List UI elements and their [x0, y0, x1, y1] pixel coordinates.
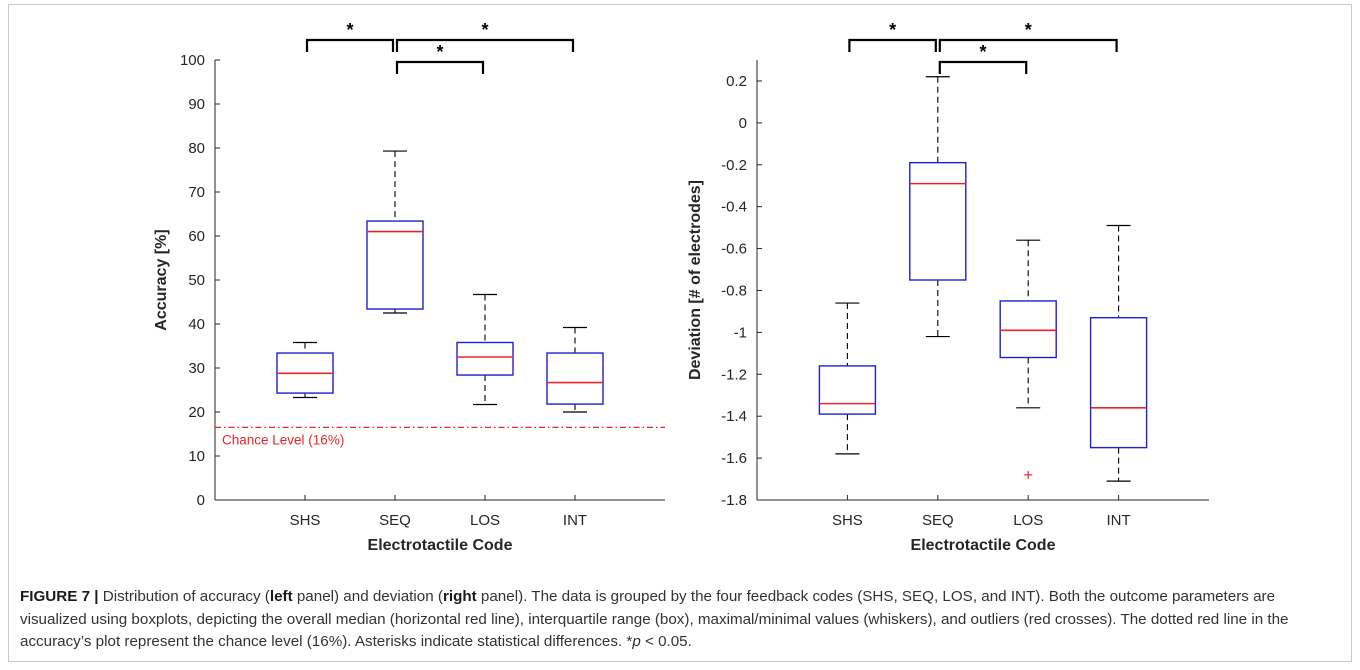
significance-bracket: * — [938, 20, 1118, 52]
iqr-box — [818, 365, 877, 415]
x-tick-label: SEQ — [379, 512, 411, 529]
y-axis-title: Accuracy [%] — [153, 229, 170, 330]
significance-bracket: * — [305, 20, 395, 52]
bracket-line — [395, 60, 485, 74]
y-tick-label: 80 — [188, 140, 205, 157]
box-seq — [366, 150, 424, 314]
figure-caption: FIGURE 7 | Distribution of accuracy (lef… — [20, 586, 1340, 654]
iqr-box — [909, 161, 967, 281]
y-tick-label: 60 — [188, 228, 205, 245]
y-tick-label: 0 — [197, 492, 205, 509]
x-tick-label: INT — [563, 512, 587, 529]
significance-star: * — [346, 20, 353, 40]
figure-panels: 0 10 20 30 40 50 60 70 80 90 100 SHS SEQ LOS INT Electr… — [153, 20, 1209, 554]
bracket-line — [938, 38, 1118, 52]
y-tick-label: 90 — [188, 96, 205, 113]
y-tick-label: 50 — [188, 272, 205, 289]
x-axis-title: Electrotactile Code — [368, 537, 513, 554]
x-tick-label: SEQ — [922, 512, 954, 529]
iqr-box — [366, 220, 424, 310]
caption-text-2: panel) and deviation ( — [292, 588, 443, 605]
iqr-box — [546, 352, 604, 405]
significance-bracket: * — [938, 42, 1028, 74]
significance-star: * — [979, 42, 986, 62]
bracket-line — [938, 60, 1028, 74]
caption-bold-left: left — [269, 588, 293, 605]
figure-frame — [8, 4, 1352, 662]
y-tick-label: 0.2 — [726, 73, 747, 90]
significance-star: * — [1025, 20, 1032, 40]
box-int — [1089, 224, 1148, 482]
significance-star: * — [436, 42, 443, 62]
y-tick-label: 0 — [739, 115, 747, 132]
caption-text-1: Distribution of accuracy ( — [98, 588, 270, 605]
y-tick-label: -1.8 — [721, 492, 747, 509]
y-tick-label: 40 — [188, 316, 205, 333]
caption-p-star: * — [626, 633, 633, 650]
box-int — [546, 326, 604, 413]
y-tick-label: 20 — [188, 404, 205, 421]
x-tick-label: LOS — [1013, 512, 1043, 529]
y-tick-label: -0.2 — [721, 157, 747, 174]
y-tick-label: 10 — [188, 448, 205, 465]
caption-bold-right: right — [442, 588, 477, 605]
bracket-line — [395, 38, 575, 52]
chance-level-label: Chance Level (16%) — [222, 432, 344, 447]
x-tick-label: INT — [1107, 512, 1131, 529]
y-tick-label: -1.2 — [721, 366, 747, 383]
significance-bracket: * — [848, 20, 937, 52]
y-tick-label: 100 — [180, 52, 205, 69]
significance-star: * — [889, 20, 896, 40]
iqr-box — [999, 300, 1057, 359]
x-tick-label: LOS — [470, 512, 500, 529]
caption-figure-label: FIGURE 7 | — [20, 588, 99, 605]
significance-star: * — [481, 20, 488, 40]
x-tick-label: SHS — [832, 512, 863, 529]
bracket-line — [305, 38, 395, 52]
y-tick-label: -1.6 — [721, 450, 747, 467]
bracket-line — [848, 38, 937, 52]
y-tick-label: -1.4 — [721, 408, 747, 425]
caption-text-3: panel). The data is grouped by the four … — [20, 588, 1289, 650]
box-shs — [818, 302, 877, 455]
y-tick-label: -0.6 — [721, 241, 747, 258]
accuracy-panel: 0 10 20 30 40 50 60 70 80 90 100 SHS SEQ LOS INT Electr… — [153, 20, 665, 554]
y-tick-label: 30 — [188, 360, 205, 377]
x-tick-label: SHS — [290, 512, 321, 529]
box-los — [456, 293, 514, 406]
iqr-box — [456, 341, 514, 376]
y-axis-title: Deviation [# of electrodes] — [687, 180, 704, 380]
caption-p-rest: < 0.05. — [640, 633, 692, 650]
box-shs — [276, 341, 334, 399]
iqr-box — [1089, 317, 1148, 449]
box-los — [999, 239, 1057, 479]
caption-p-variable: p — [632, 633, 641, 650]
y-tick-label: 70 — [188, 184, 205, 201]
deviation-panel: -1.8 -1.6 -1.4 -1.2 -1 -0.8 -0.6 -0.4 -0.2 0 0.2 SH… — [687, 20, 1209, 554]
x-axis-title: Electrotactile Code — [911, 537, 1056, 554]
y-tick-label: -1 — [734, 324, 747, 341]
significance-bracket: * — [395, 20, 575, 52]
box-seq — [909, 76, 967, 338]
y-tick-label: -0.4 — [721, 199, 747, 216]
significance-bracket: * — [395, 42, 485, 74]
y-tick-label: -0.8 — [721, 282, 747, 299]
